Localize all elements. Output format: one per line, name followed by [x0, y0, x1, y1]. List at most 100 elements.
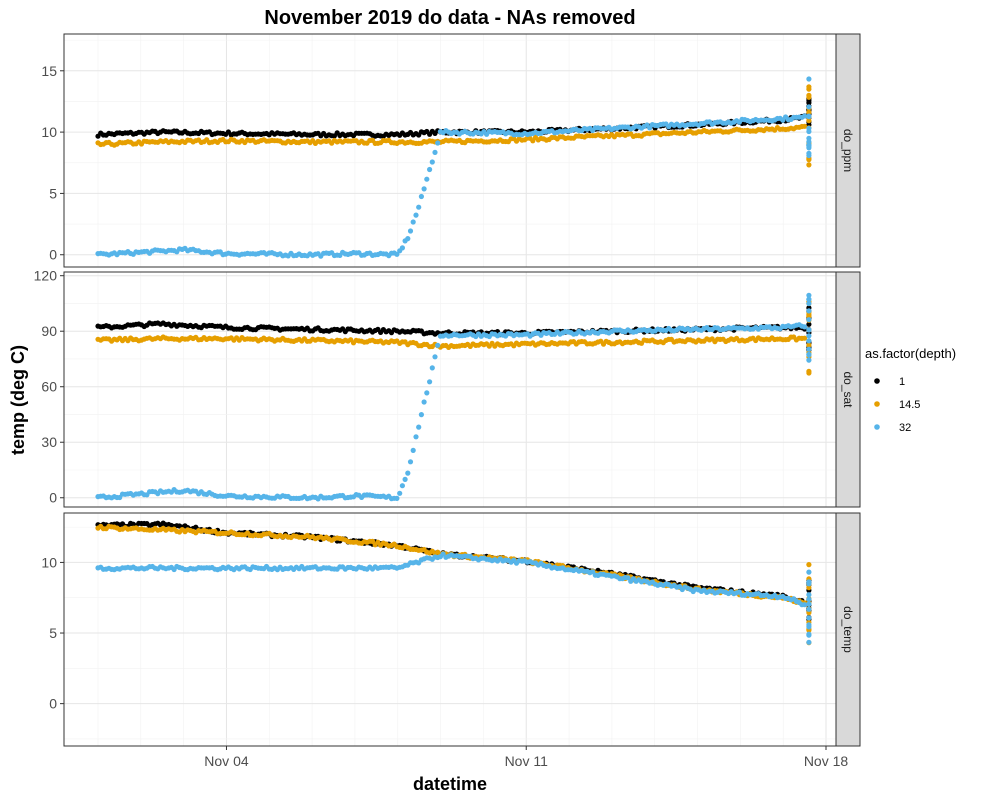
data-point	[806, 300, 812, 307]
data-point	[435, 342, 441, 348]
data-point	[802, 324, 808, 330]
legend-key	[874, 424, 880, 430]
data-point	[399, 483, 405, 489]
series-14.5-do_ppm	[95, 84, 812, 168]
facet-strip	[835, 512, 861, 747]
facet-strip-label: do_temp	[841, 606, 855, 653]
data-point	[806, 632, 812, 638]
data-point	[806, 292, 812, 298]
data-point	[432, 354, 438, 360]
data-point	[413, 434, 419, 440]
data-point	[405, 236, 411, 242]
data-point	[806, 327, 812, 333]
data-point	[806, 592, 812, 598]
data-point	[806, 145, 812, 151]
data-point	[410, 447, 416, 453]
panel-background	[64, 513, 836, 746]
data-point	[806, 601, 812, 607]
data-point	[806, 84, 812, 90]
data-point	[806, 346, 812, 352]
data-point	[806, 321, 812, 327]
y-tick-label: 120	[34, 268, 58, 284]
panel-do_ppm: 0 5 10 15 do_ppm	[41, 33, 861, 268]
y-axis-title: temp (deg C)	[8, 345, 28, 455]
data-point	[806, 581, 812, 587]
data-point	[806, 128, 812, 135]
data-point	[806, 352, 812, 358]
data-point	[806, 596, 812, 602]
data-point	[806, 569, 812, 575]
data-point	[399, 245, 405, 251]
data-point	[432, 149, 438, 155]
facet-panels: 0 5 10 15 do_ppm 0 30 60 90 120 do_sat 0 5 10 do_temp	[34, 33, 861, 747]
data-point	[418, 412, 424, 418]
legend: as.factor(depth) 1 14.5 32	[865, 346, 956, 434]
data-point	[410, 219, 416, 225]
data-point	[806, 157, 812, 163]
chart-title: November 2019 do data - NAs removed	[264, 7, 635, 29]
data-point	[806, 104, 812, 110]
y-tick-label: 15	[41, 63, 57, 79]
data-point	[806, 333, 812, 339]
data-point	[435, 140, 441, 146]
data-point	[806, 624, 812, 630]
data-point	[806, 152, 812, 159]
y-tick-label: 60	[41, 379, 57, 395]
data-point	[421, 399, 427, 405]
data-point	[407, 228, 414, 234]
series-14.5-do_sat	[95, 299, 812, 376]
legend-key	[874, 378, 880, 384]
legend-label: 14.5	[899, 399, 920, 411]
legend-items: 1 14.5 32	[874, 376, 920, 434]
data-point	[407, 459, 414, 465]
data-point	[402, 476, 408, 482]
panel-do_temp: 0 5 10 do_temp	[41, 512, 861, 747]
legend-label: 32	[899, 422, 911, 434]
legend-key	[874, 401, 880, 407]
data-point	[806, 342, 812, 348]
facet-strip-label: do_sat	[841, 371, 855, 408]
data-point	[806, 308, 812, 314]
data-point	[806, 615, 812, 621]
y-tick-label: 5	[49, 625, 57, 641]
panel-do_sat: 0 30 60 90 120 do_sat	[34, 268, 861, 508]
facet-strip	[835, 271, 861, 508]
data-point	[394, 251, 400, 257]
x-tick-label: Nov 11	[505, 753, 549, 769]
data-point	[806, 139, 812, 145]
data-point	[806, 92, 812, 98]
data-point	[806, 606, 812, 612]
data-point	[427, 379, 433, 385]
series-32-do_ppm	[95, 76, 812, 259]
facet-strip	[835, 33, 861, 268]
data-point	[806, 109, 812, 115]
data-point	[418, 193, 424, 200]
data-point	[416, 424, 422, 430]
y-tick-label: 0	[49, 247, 57, 263]
data-point	[802, 113, 808, 119]
data-point	[802, 123, 808, 129]
data-point	[405, 470, 411, 476]
data-point	[806, 76, 812, 82]
data-point	[394, 495, 400, 501]
data-point	[806, 338, 812, 344]
y-tick-label: 0	[49, 490, 57, 506]
data-point	[806, 357, 812, 363]
data-point	[806, 562, 812, 568]
data-point	[806, 296, 812, 302]
data-point	[806, 639, 812, 645]
data-point	[806, 118, 812, 124]
data-point	[427, 166, 433, 173]
y-tick-label: 5	[49, 185, 57, 201]
y-tick-label: 10	[41, 554, 57, 570]
panel-background	[64, 272, 836, 507]
data-point	[429, 159, 435, 165]
data-point	[806, 368, 812, 374]
data-point	[416, 204, 422, 210]
data-point	[424, 390, 430, 396]
data-point	[424, 176, 430, 182]
x-tick-label: Nov 18	[804, 753, 849, 769]
y-tick-label: 10	[41, 124, 57, 140]
data-point	[806, 317, 812, 323]
